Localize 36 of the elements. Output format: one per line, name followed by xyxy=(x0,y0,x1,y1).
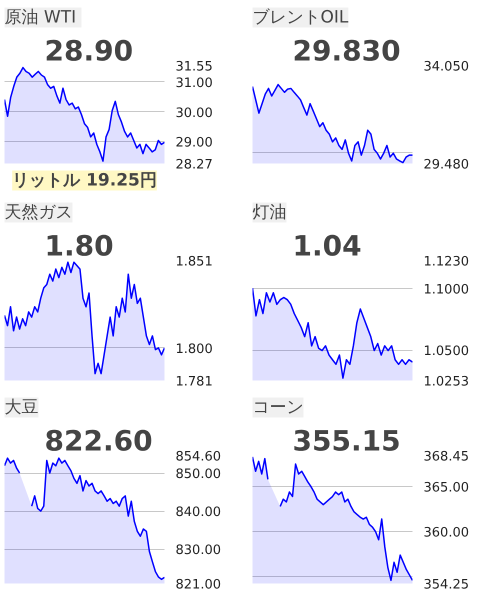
chart-title: コーン xyxy=(252,398,304,418)
y-tick-label: 821.00 xyxy=(176,578,221,592)
annotation: 822.60 xyxy=(44,424,153,458)
y-tick-label: 1.1000 xyxy=(424,282,469,298)
y-tick-label: 34.050 xyxy=(424,60,469,74)
y-tick-label: 368.45 xyxy=(424,450,469,464)
y-tick-label: 28.27 xyxy=(176,158,213,172)
annotation: 1.80 xyxy=(44,230,114,262)
y-tick-label: 1.0253 xyxy=(424,374,469,390)
y-tick-label: 840.00 xyxy=(176,505,221,520)
chart-title: 原油 WTI xyxy=(4,8,76,28)
y-tick-label: 29.480 xyxy=(424,158,469,172)
y-tick-label: 365.00 xyxy=(424,480,469,496)
y-tick-label: 854.60 xyxy=(176,450,221,464)
y-tick-label: 1.1230 xyxy=(424,254,469,270)
y-tick-label: 1.800 xyxy=(176,342,213,357)
y-tick-label: 360.00 xyxy=(424,526,469,541)
y-tick-label: 1.0500 xyxy=(424,344,469,360)
chart-title: 天然ガス xyxy=(4,202,72,222)
annotation: 355.15 xyxy=(292,424,401,458)
y-tick-label: 830.00 xyxy=(176,543,221,558)
chart-title: 灯油 xyxy=(252,202,286,222)
annotation: 28.90 xyxy=(44,34,134,68)
y-tick-label: 850.00 xyxy=(176,467,221,482)
y-tick-label: 31.55 xyxy=(176,60,213,74)
y-tick-label: 1.851 xyxy=(176,254,213,270)
annotation: 1.04 xyxy=(292,230,362,262)
text: リットル 19.25円 xyxy=(12,170,157,190)
y-tick-label: 30.00 xyxy=(176,106,213,121)
chart-title: ブレントOIL xyxy=(252,8,349,28)
annotation: 29.830 xyxy=(292,34,401,68)
y-tick-label: 1.781 xyxy=(176,374,213,390)
y-tick-label: 31.00 xyxy=(176,76,213,91)
chart-title: 大豆 xyxy=(4,398,38,418)
y-tick-label: 29.00 xyxy=(176,136,213,151)
y-tick-label: 354.25 xyxy=(424,578,469,592)
